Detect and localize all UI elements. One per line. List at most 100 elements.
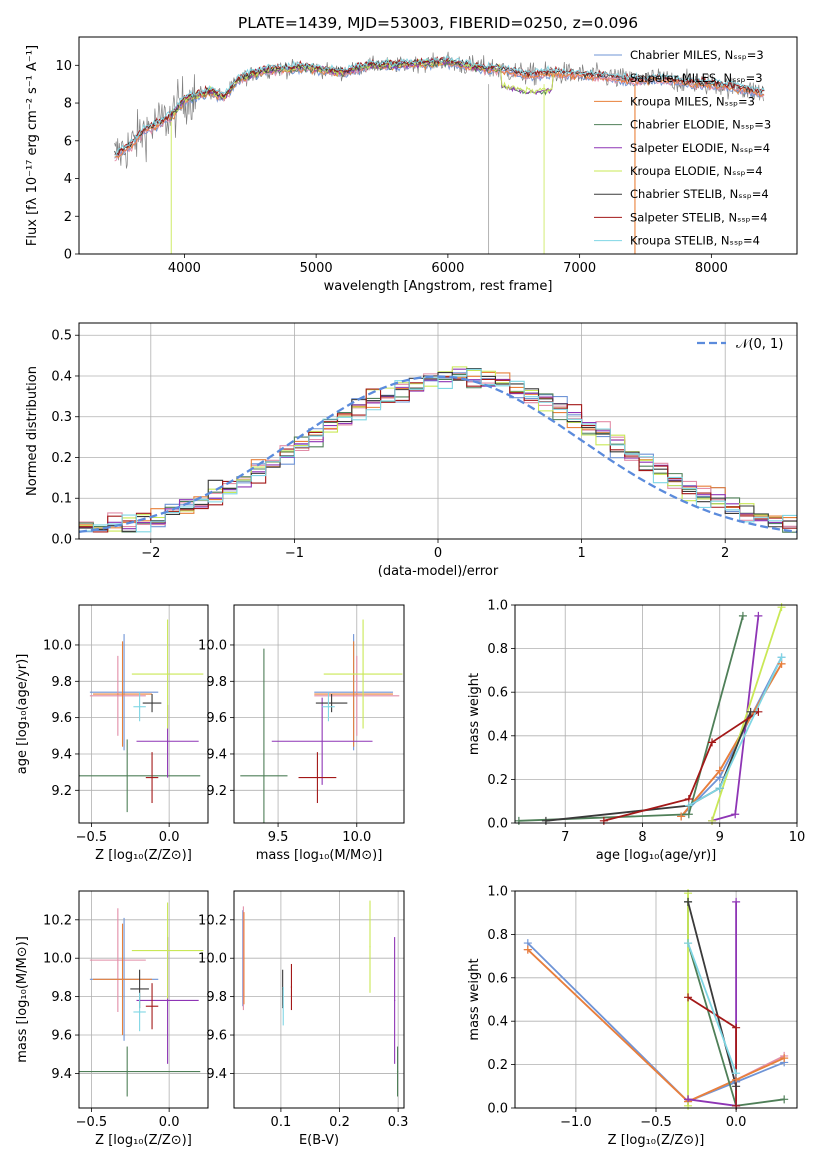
- weight-series-line: [711, 606, 783, 822]
- x-tick-label: 7: [561, 830, 569, 845]
- weight-series-line: [687, 901, 737, 1087]
- y-tick-label: 0.0: [51, 533, 72, 548]
- weight-marker: [780, 1054, 789, 1063]
- x-tick-label: −0.5: [76, 1115, 108, 1130]
- weight-marker: [746, 707, 755, 716]
- y-axis-label: Normed distribution: [25, 366, 40, 496]
- x-tick-label: 0.1: [271, 1115, 292, 1130]
- y-tick-label: 6: [64, 134, 72, 149]
- panel-age-weight: [511, 603, 798, 827]
- x-tick-label: 0.0: [159, 830, 180, 845]
- panel-z-weight: [511, 889, 798, 1112]
- y-tick-label: 0.0: [487, 1102, 508, 1117]
- weight-marker: [684, 897, 693, 906]
- y-axis-label: Flux [fλ 10⁻¹⁷ erg cm⁻² s⁻¹ A⁻¹]: [25, 45, 40, 246]
- panel-spectrum: [75, 36, 798, 258]
- weight-marker: [541, 816, 550, 825]
- x-tick-label: 7000: [563, 261, 596, 276]
- x-tick-label: 4000: [168, 261, 201, 276]
- x-tick-label: 6000: [431, 261, 464, 276]
- weight-marker: [732, 1082, 741, 1091]
- y-tick-label: 0.8: [487, 928, 508, 943]
- x-axis-label: wavelength [Angstrom, rest frame]: [324, 279, 553, 294]
- legend-label: Chabrier STELIB, Nₛₛₚ=4: [630, 187, 769, 201]
- x-tick-label: 1: [577, 546, 585, 561]
- y-tick-label: 0.6: [487, 971, 508, 986]
- x-tick-label: 0: [434, 546, 442, 561]
- y-tick-label: 9.4: [51, 1067, 72, 1082]
- x-tick-label: 2: [721, 546, 729, 561]
- y-tick-label: 9.6: [206, 711, 227, 726]
- axes-frame: [514, 604, 798, 824]
- x-tick-label: −0.5: [76, 830, 108, 845]
- y-tick-label: 9.8: [51, 990, 72, 1005]
- y-tick-label: 1.0: [487, 599, 508, 614]
- legend-label: Salpeter MILES, Nₛₛₚ=3: [630, 71, 763, 85]
- x-tick-label: 9: [716, 830, 724, 845]
- weight-marker: [738, 611, 747, 620]
- weight-series-line: [687, 942, 737, 1074]
- legend-label: Salpeter STELIB, Nₛₛₚ=4: [630, 210, 768, 224]
- x-tick-label: 0.3: [388, 1115, 409, 1130]
- x-tick-label: 9.5: [268, 830, 289, 845]
- panel-z-mass: [75, 890, 209, 1112]
- weight-marker: [514, 816, 523, 825]
- plot-area-age-weight: [518, 606, 783, 822]
- y-tick-label: 10.2: [198, 913, 227, 928]
- y-tick-label: 10.0: [43, 952, 72, 967]
- y-tick-label: 9.4: [51, 747, 72, 762]
- y-tick-label: 0.6: [487, 686, 508, 701]
- weight-marker: [715, 766, 724, 775]
- y-tick-label: 9.4: [206, 1067, 227, 1082]
- model-spectrum-line: [170, 58, 554, 118]
- y-tick-label: 0.3: [51, 410, 72, 425]
- axes-frame: [78, 36, 798, 255]
- plot-area-spectrum: [114, 51, 765, 254]
- y-tick-label: 0.2: [487, 1058, 508, 1073]
- x-tick-label: 0.2: [329, 1115, 350, 1130]
- y-tick-label: 10.0: [198, 952, 227, 967]
- panel-z-age: [75, 604, 209, 827]
- x-tick-label: −1: [285, 546, 304, 561]
- x-axis-label: Z [log₁₀(Z/Z⊙)]: [608, 1133, 705, 1148]
- y-tick-label: 8: [64, 97, 72, 112]
- x-tick-label: 10.0: [342, 830, 371, 845]
- weight-marker: [677, 812, 686, 821]
- x-tick-label: 8: [638, 830, 646, 845]
- legend-label: Salpeter ELODIE, Nₛₛₚ=4: [630, 141, 770, 155]
- y-axis-label: mass [log₁₀(M/M⊙)]: [15, 936, 30, 1063]
- plot-area-z-mass: [79, 902, 204, 1097]
- weight-marker: [777, 603, 786, 612]
- weight-marker: [708, 738, 717, 747]
- figure-title: PLATE=1439, MJD=53003, FIBERID=0250, z=0…: [238, 14, 638, 32]
- plot-area-mass-age: [240, 619, 403, 823]
- weight-series-line: [603, 711, 759, 822]
- weight-marker: [732, 1023, 741, 1032]
- x-axis-label: Z [log₁₀(Z/Z⊙)]: [95, 848, 192, 863]
- normal-curve-line: [79, 375, 797, 534]
- weight-marker: [732, 897, 741, 906]
- x-axis-label: age [log₁₀(age/yr)]: [596, 848, 717, 863]
- y-tick-label: 2: [64, 210, 72, 225]
- x-tick-label: −0.5: [640, 1115, 672, 1130]
- weight-marker: [715, 784, 724, 793]
- y-tick-label: 10.0: [198, 638, 227, 653]
- y-tick-label: 0: [64, 248, 72, 263]
- y-tick-label: 9.8: [206, 675, 227, 690]
- axes-frame: [78, 604, 209, 824]
- weight-series-line: [680, 656, 783, 818]
- weight-marker: [684, 889, 693, 898]
- legend-label: 𝒩(0, 1): [736, 337, 783, 352]
- y-tick-label: 1.0: [487, 885, 508, 900]
- y-tick-label: 10.0: [43, 638, 72, 653]
- panel-mass-age: [230, 604, 405, 827]
- x-tick-label: −2: [141, 546, 160, 561]
- y-tick-label: 0.4: [51, 369, 72, 384]
- model-spectrum-line: [114, 55, 765, 156]
- plot-area-residuals: [79, 366, 797, 534]
- panel-ebv-mass: [230, 890, 405, 1112]
- x-axis-label: Z [log₁₀(Z/Z⊙)]: [95, 1133, 192, 1148]
- weight-marker: [754, 707, 763, 716]
- histogram-step: [79, 367, 797, 532]
